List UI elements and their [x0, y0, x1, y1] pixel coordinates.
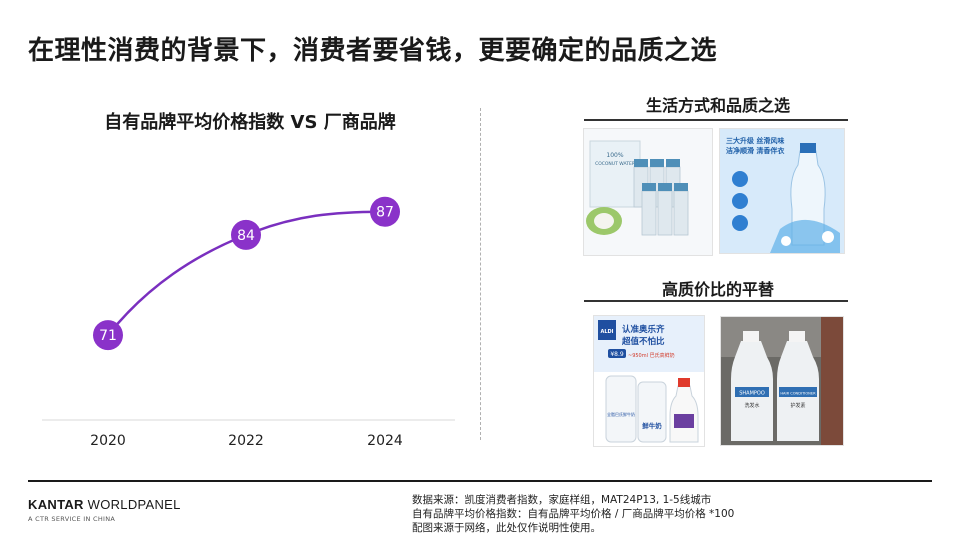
line-chart: 71 84 87 2020 2022 2024: [42, 196, 455, 449]
data-point-2022: [231, 219, 261, 250]
source-notes: 数据来源：凯度消费者指数，家庭样组，MAT24P13, 1-5线城市 自有品牌平…: [412, 493, 734, 535]
coconut-text-2: COCONUT WATER: [595, 161, 635, 167]
data-points: 71 84 87: [93, 196, 400, 351]
footer-rule: [28, 480, 932, 482]
detergent-line-1: 三大升级 丝滑风味: [726, 136, 784, 145]
data-label-2024: 87: [376, 205, 394, 221]
note-line: 数据来源：凯度消费者指数，家庭样组，MAT24P13, 1-5线城市: [412, 494, 712, 506]
note-line: 配图来源于网络，此处仅作说明性使用。: [412, 522, 601, 534]
brand-bold: KANTAR: [28, 497, 84, 512]
data-point-2024: [370, 196, 400, 227]
section-rule: [584, 300, 848, 302]
conditioner-label: HAIR CONDITIONER: [780, 392, 816, 396]
x-tick-label-2020: 2020: [90, 433, 126, 449]
x-tick-label-2024: 2024: [367, 433, 403, 449]
coconut-text-1: 100%: [606, 152, 623, 159]
photo-laundry-detergent: 三大升级 丝滑风味 洁净顺滑 清香伴衣: [719, 128, 845, 254]
aldi-milk-label: 鲜牛奶: [642, 421, 662, 430]
x-axis-ticks: 2020 2022 2024: [90, 433, 403, 449]
brand-rest: WORLDPANEL: [83, 497, 181, 512]
chart-title: 自有品牌平均价格指数 VS 厂商品牌: [104, 112, 396, 133]
data-label-2020: 71: [99, 328, 117, 344]
section-rule: [584, 119, 848, 121]
vertical-divider: [480, 108, 481, 440]
section-title-affordable: 高质价比的平替: [661, 280, 774, 299]
data-label-2022: 84: [237, 228, 255, 244]
shampoo-cn: 洗发水: [744, 402, 759, 409]
aldi-banner-1: 认准奥乐齐: [622, 324, 665, 335]
photo-aldi-milk: ALDI 认准奥乐齐 超值不怕比 ¥8.9 ~950ml 巴氏高鲜奶 全脂巴氏鲜…: [593, 315, 705, 447]
note-line: 自有品牌平均价格指数：自有品牌平均价格 / 厂商品牌平均价格 *100: [412, 508, 735, 520]
aldi-volume: ~950ml 巴氏高鲜奶: [628, 352, 675, 359]
aldi-banner-2: 超值不怕比: [621, 336, 665, 347]
aldi-logo-text: ALDI: [600, 329, 613, 335]
photo-shampoo: SHAMPOO 洗发水 HAIR CONDITIONER 护发素: [720, 316, 844, 446]
detergent-line-2: 洁净顺滑 清香伴衣: [726, 146, 785, 155]
shampoo-label: SHAMPOO: [739, 391, 765, 397]
x-tick-label-2022: 2022: [228, 433, 264, 449]
brand-subtitle: A CTR SERVICE IN CHINA: [28, 515, 116, 523]
brand-logo: KANTAR WORLDPANEL: [28, 497, 181, 512]
section-title-lifestyle: 生活方式和品质之选: [645, 96, 790, 115]
photo-coconut-water: 100% COCONUT WATER: [583, 128, 713, 256]
slide-title: 在理性消费的背景下，消费者要省钱，更要确定的品质之选: [28, 36, 718, 66]
aldi-price: ¥8.9: [610, 351, 624, 358]
aldi-bottle-text: 全脂巴氏鲜牛奶: [607, 411, 635, 417]
data-point-2020: [93, 320, 123, 351]
conditioner-cn: 护发素: [790, 402, 805, 409]
